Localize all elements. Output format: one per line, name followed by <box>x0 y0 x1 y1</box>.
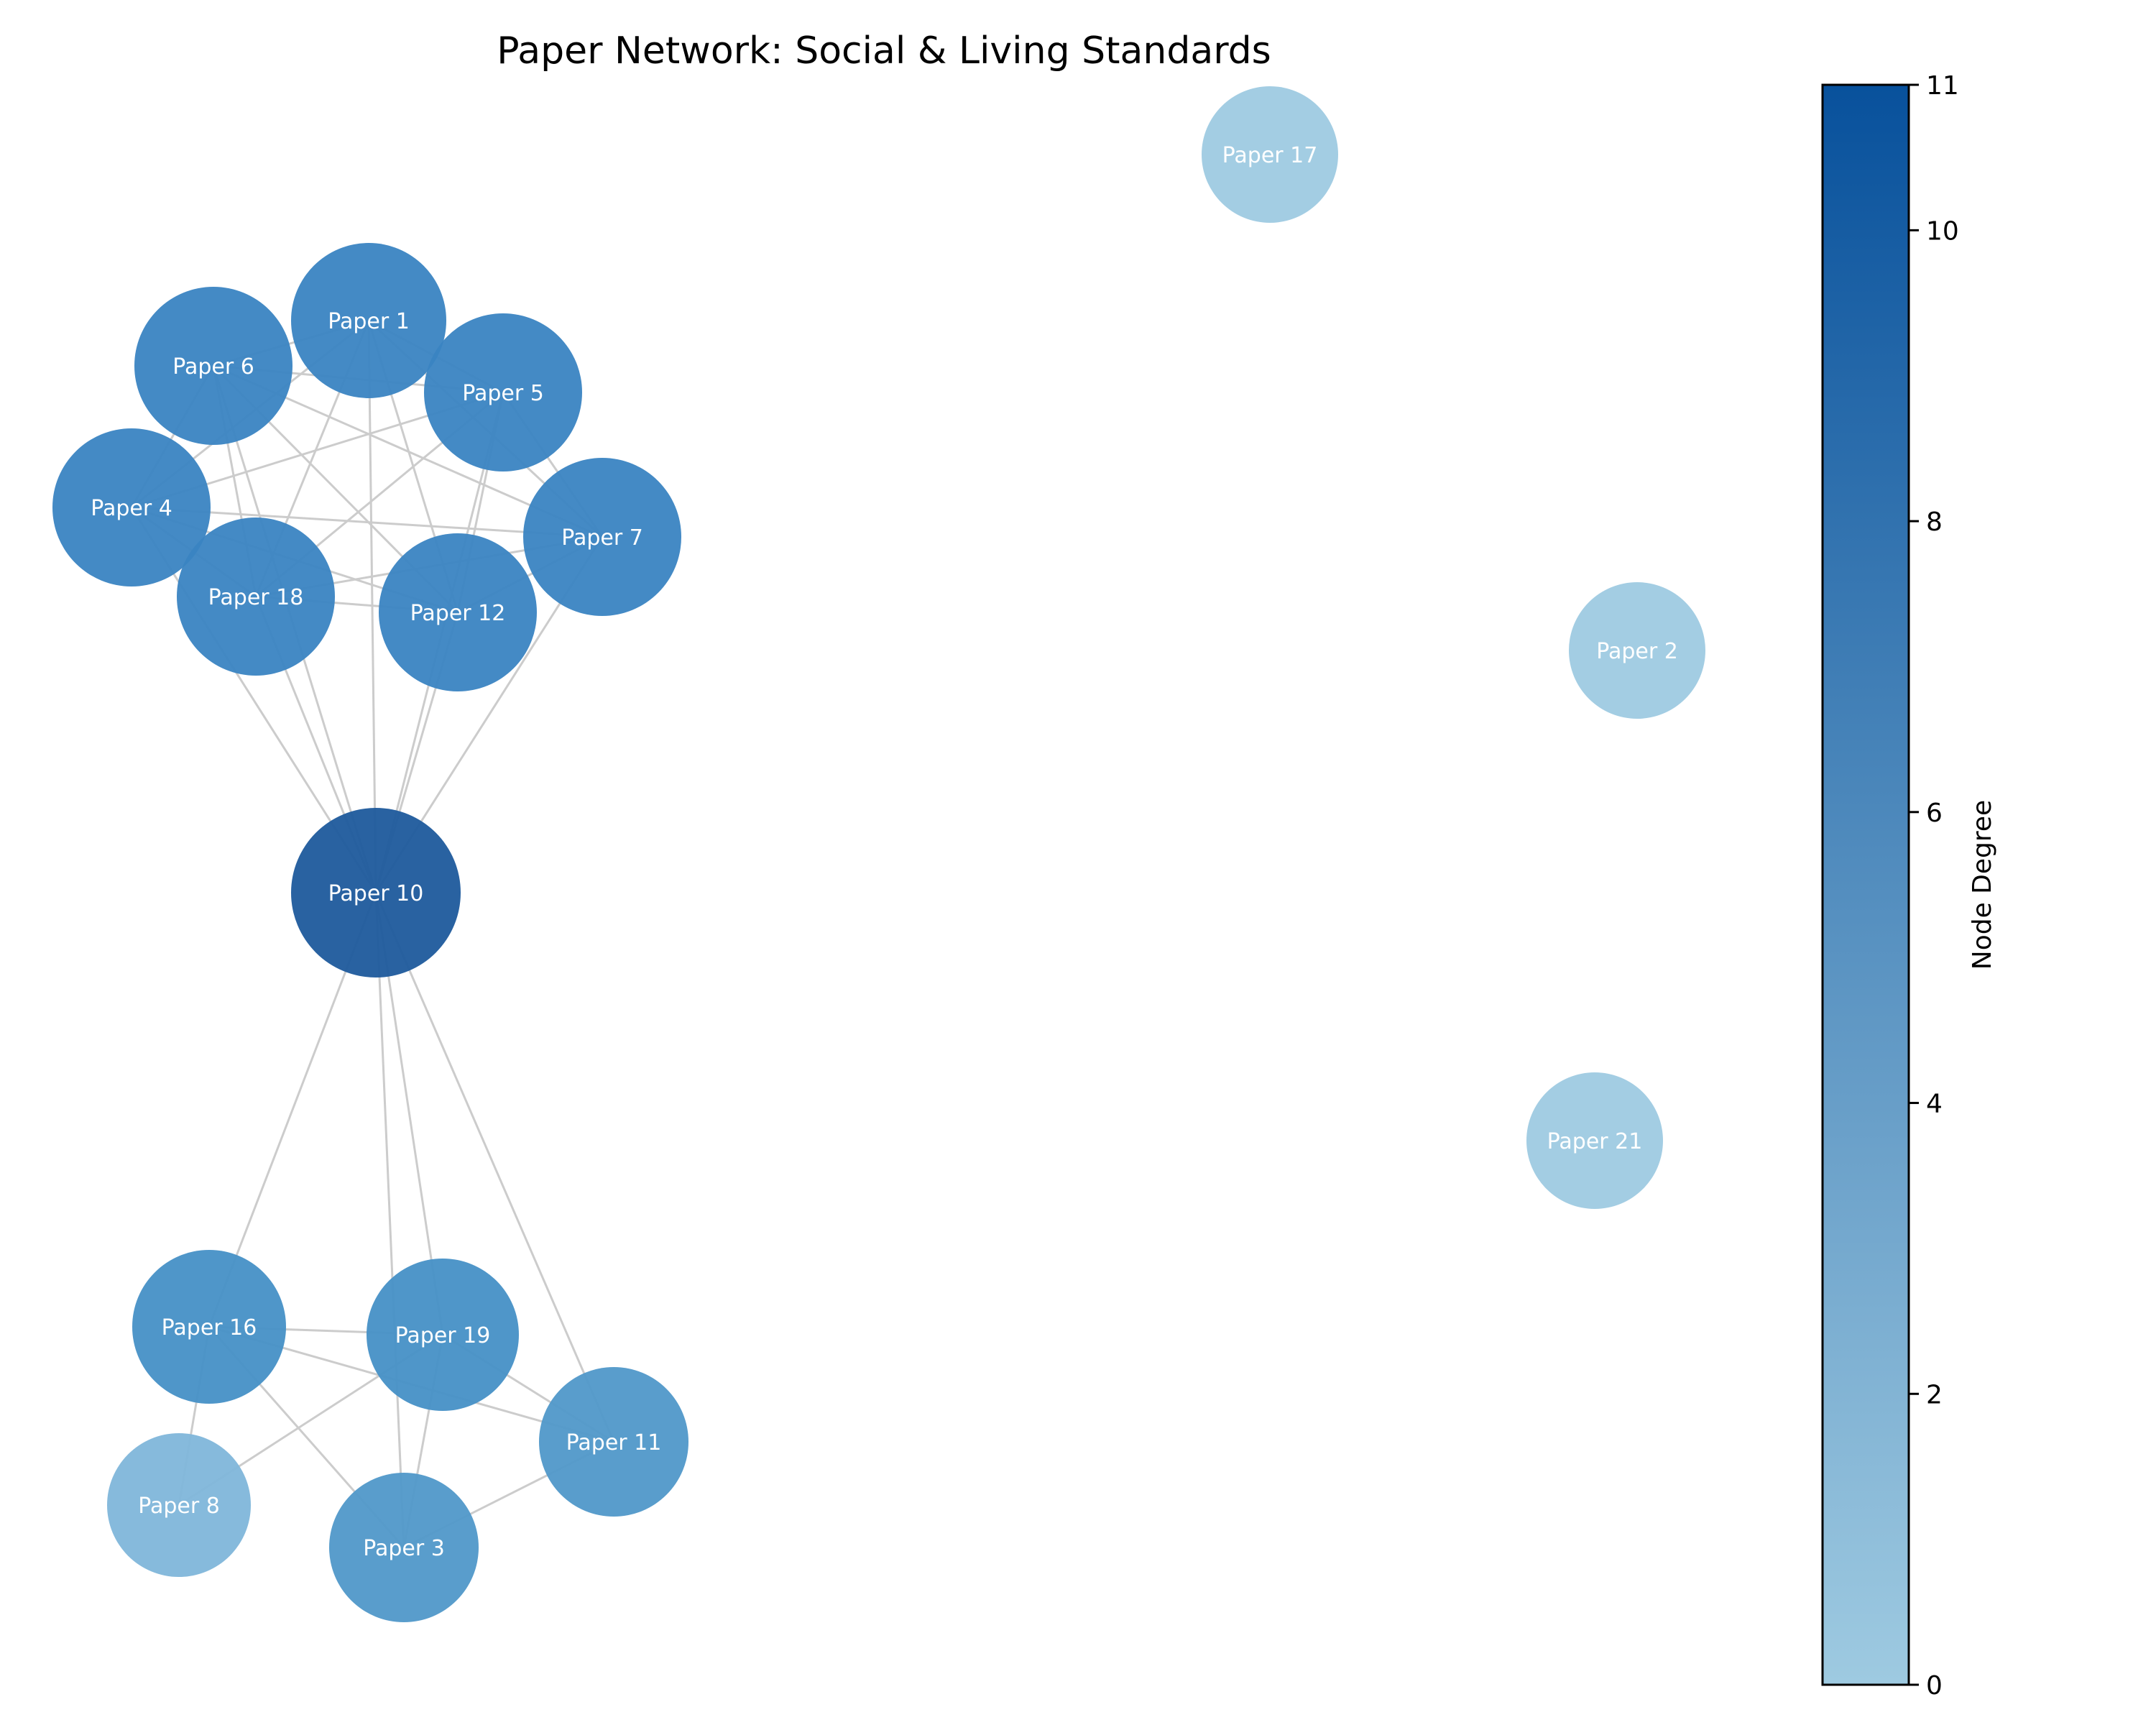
node-label: Paper 1 <box>328 309 410 334</box>
node-p1[interactable]: Paper 1 <box>291 243 446 398</box>
node-p12[interactable]: Paper 12 <box>379 533 537 691</box>
node-circle[interactable] <box>379 533 537 691</box>
node-circle[interactable] <box>539 1367 688 1517</box>
colorbar: 0 2 4 6 8 10 11 Node Degree <box>1821 71 1997 1701</box>
node-label: Paper 2 <box>1596 639 1678 664</box>
edge-p10-p11 <box>374 892 615 1443</box>
node-label: Paper 3 <box>363 1536 445 1561</box>
node-p16[interactable]: Paper 16 <box>132 1250 286 1404</box>
node-circle[interactable] <box>291 808 461 978</box>
node-label: Paper 10 <box>328 881 424 906</box>
node-circle[interactable] <box>1202 86 1338 223</box>
node-p10[interactable]: Paper 10 <box>291 808 461 978</box>
colorbar-tick-label: 0 <box>1926 1671 1943 1701</box>
colorbar-ticks: 0 2 4 6 8 10 11 <box>1909 71 1959 1701</box>
node-p11[interactable]: Paper 11 <box>539 1367 688 1517</box>
chart-title: Paper Network: Social & Living Standards <box>497 29 1271 73</box>
node-label: Paper 4 <box>91 496 172 521</box>
node-p3[interactable]: Paper 3 <box>329 1473 479 1622</box>
colorbar-gradient <box>1821 83 1910 1686</box>
node-label: Paper 11 <box>566 1430 662 1455</box>
node-label: Paper 5 <box>462 381 544 406</box>
colorbar-tick-label: 11 <box>1926 71 1959 101</box>
node-p4[interactable]: Paper 4 <box>52 428 211 586</box>
node-p19[interactable]: Paper 19 <box>367 1259 519 1411</box>
node-circle[interactable] <box>1569 582 1705 719</box>
node-circle[interactable] <box>291 243 446 398</box>
node-label: Paper 12 <box>410 601 506 626</box>
node-label: Paper 17 <box>1222 143 1318 168</box>
node-circle[interactable] <box>132 1250 286 1404</box>
node-circle[interactable] <box>52 428 211 586</box>
node-p6[interactable]: Paper 6 <box>134 287 292 445</box>
node-label: Paper 19 <box>395 1323 491 1348</box>
colorbar-label: Node Degree <box>1968 800 1997 970</box>
edge-p10-p3 <box>374 892 405 1548</box>
node-p2[interactable]: Paper 2 <box>1569 582 1705 719</box>
node-p18[interactable]: Paper 18 <box>177 518 335 676</box>
node-p7[interactable]: Paper 7 <box>523 458 681 616</box>
node-circle[interactable] <box>367 1259 519 1411</box>
node-p5[interactable]: Paper 5 <box>424 313 582 472</box>
colorbar-tick-label: 2 <box>1926 1380 1943 1409</box>
node-circle[interactable] <box>107 1433 251 1577</box>
node-circle[interactable] <box>177 518 335 676</box>
colorbar-tick-label: 6 <box>1926 799 1943 828</box>
colorbar-tick-label: 8 <box>1926 507 1943 537</box>
colorbar-tick-label: 4 <box>1926 1090 1943 1119</box>
node-p17[interactable]: Paper 17 <box>1202 86 1338 223</box>
node-circle[interactable] <box>1526 1072 1663 1209</box>
node-label: Paper 21 <box>1547 1129 1643 1154</box>
node-p21[interactable]: Paper 21 <box>1526 1072 1663 1209</box>
node-circle[interactable] <box>329 1473 479 1622</box>
node-label: Paper 7 <box>561 525 643 551</box>
node-circle[interactable] <box>134 287 292 445</box>
node-p8[interactable]: Paper 8 <box>107 1433 251 1577</box>
node-label: Paper 18 <box>208 585 304 610</box>
node-label: Paper 6 <box>172 354 254 380</box>
node-label: Paper 16 <box>162 1315 257 1340</box>
node-label: Paper 8 <box>138 1494 220 1519</box>
node-circle[interactable] <box>523 458 681 616</box>
node-circle[interactable] <box>424 313 582 472</box>
nodes-layer: Paper 1 Paper 2 Paper 3 Paper 4 Paper 5 Paper… <box>52 86 1705 1622</box>
colorbar-tick-label: 10 <box>1926 216 1959 246</box>
